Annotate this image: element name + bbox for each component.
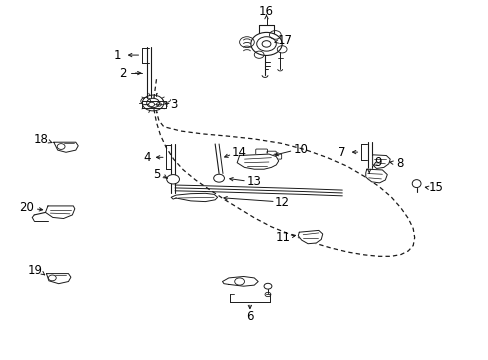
Polygon shape bbox=[298, 230, 322, 244]
Circle shape bbox=[48, 275, 56, 281]
Polygon shape bbox=[365, 169, 386, 183]
Polygon shape bbox=[222, 276, 258, 286]
Text: 7: 7 bbox=[337, 145, 345, 159]
Circle shape bbox=[234, 278, 244, 285]
Circle shape bbox=[166, 175, 179, 184]
Text: 6: 6 bbox=[245, 310, 253, 323]
Polygon shape bbox=[142, 101, 166, 108]
Text: 17: 17 bbox=[278, 34, 292, 47]
Text: 12: 12 bbox=[275, 196, 289, 209]
Polygon shape bbox=[46, 274, 71, 284]
Polygon shape bbox=[45, 206, 75, 219]
Text: 20: 20 bbox=[20, 201, 34, 214]
Text: 1: 1 bbox=[113, 49, 121, 62]
Ellipse shape bbox=[411, 180, 420, 188]
Circle shape bbox=[213, 174, 224, 182]
Text: 14: 14 bbox=[232, 146, 246, 159]
Text: 15: 15 bbox=[428, 181, 443, 194]
Circle shape bbox=[57, 144, 65, 149]
Text: 19: 19 bbox=[28, 264, 42, 277]
Text: 9: 9 bbox=[373, 156, 381, 169]
Text: 18: 18 bbox=[34, 133, 49, 146]
Polygon shape bbox=[237, 154, 278, 169]
Polygon shape bbox=[372, 155, 389, 168]
Text: 10: 10 bbox=[293, 143, 307, 156]
Text: 4: 4 bbox=[142, 151, 150, 164]
Polygon shape bbox=[171, 193, 217, 202]
Text: 13: 13 bbox=[246, 175, 261, 188]
Text: 11: 11 bbox=[276, 231, 290, 244]
Text: 8: 8 bbox=[395, 157, 403, 170]
Text: 3: 3 bbox=[169, 98, 177, 111]
Polygon shape bbox=[54, 142, 78, 152]
Text: 2: 2 bbox=[119, 67, 127, 80]
Circle shape bbox=[148, 102, 154, 107]
Text: 16: 16 bbox=[259, 5, 273, 18]
Text: 5: 5 bbox=[152, 168, 160, 181]
